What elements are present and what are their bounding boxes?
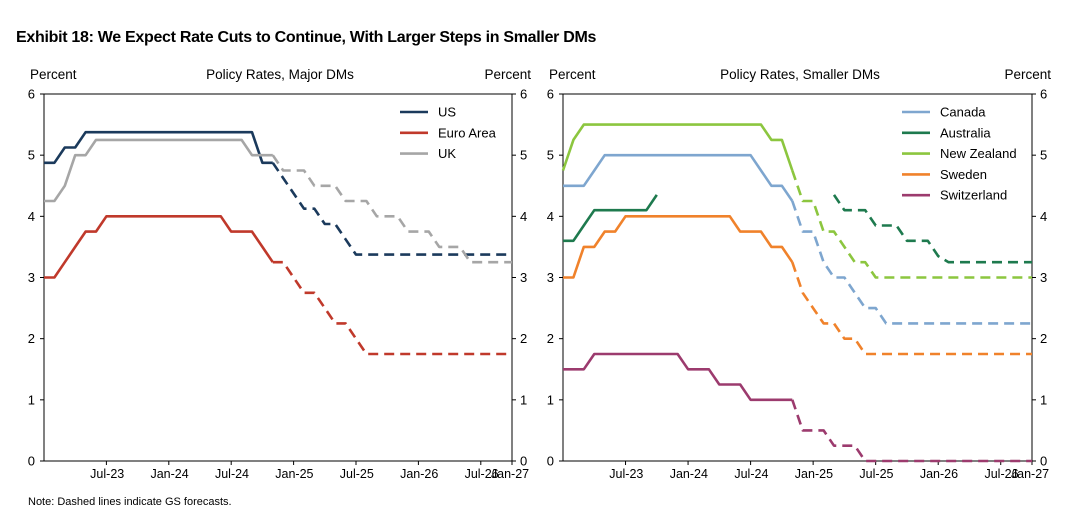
- y-tick-label-left: 1: [547, 392, 554, 407]
- y-tick-label-right: 3: [1040, 270, 1047, 285]
- x-tick-label: Jul-26: [465, 467, 499, 481]
- series-line-australia-actual: [563, 194, 658, 243]
- x-tick-label: Jan-27: [1011, 467, 1049, 481]
- series-line-euro-area-actual: [44, 215, 274, 279]
- legend-label-us: US: [438, 105, 456, 120]
- panel-title: Policy Rates, Smaller DMs: [720, 67, 880, 82]
- y-tick-label-left: 2: [547, 331, 554, 346]
- series-line-uk-actual: [44, 138, 273, 203]
- series-line-switzerland-actual: [563, 352, 793, 402]
- y-tick-label-right: 5: [1040, 148, 1047, 163]
- y-tick-label-right: 1: [1040, 392, 1047, 407]
- y-tick-label-right: 2: [520, 331, 527, 346]
- x-tick-label: Jan-25: [795, 467, 833, 481]
- legend-label-euro-area: Euro Area: [438, 125, 497, 140]
- y-tick-label-left: 6: [28, 87, 35, 102]
- panel-major-dms: 0 0 1 1 2 2 3 3 4 4 5 5 6 6 Jul-23 Jan-24 Jul-24 Jan-25 Ju…: [28, 67, 531, 481]
- y-tick-label-right: 0: [1040, 454, 1047, 469]
- y-tick-label-left: 0: [547, 454, 554, 469]
- y-tick-label-right: 4: [1040, 209, 1047, 224]
- x-tick-label: Jul-25: [340, 467, 374, 481]
- series-line-us-forecast: [271, 162, 512, 256]
- y-axis-label-right: Percent: [1004, 67, 1051, 82]
- panel-title: Policy Rates, Major DMs: [206, 67, 354, 82]
- y-tick-label-right: 4: [520, 209, 527, 224]
- y-tick-label-right: 1: [520, 392, 527, 407]
- y-axis-label-left: Percent: [30, 67, 77, 82]
- y-tick-label-right: 0: [520, 454, 527, 469]
- exhibit-title: Exhibit 18: We Expect Rate Cuts to Conti…: [16, 29, 597, 46]
- series-line-australia-forecast: [832, 194, 1032, 264]
- y-tick-label-left: 0: [28, 454, 35, 469]
- x-tick-label: Jan-27: [491, 467, 529, 481]
- y-tick-label-right: 2: [1040, 331, 1047, 346]
- y-tick-label-right: 5: [520, 148, 527, 163]
- x-tick-label: Jan-26: [920, 467, 958, 481]
- legend-label-canada: Canada: [940, 105, 986, 120]
- y-tick-label-right: 6: [1040, 87, 1047, 102]
- legend-label-switzerland: Switzerland: [940, 188, 1007, 203]
- legend-label-uk: UK: [438, 146, 456, 161]
- x-tick-label: Jan-25: [275, 467, 313, 481]
- x-tick-label: Jul-24: [734, 467, 768, 481]
- x-tick-label: Jul-25: [859, 467, 893, 481]
- legend-label-sweden: Sweden: [940, 167, 987, 182]
- legend-label-new-zealand: New Zealand: [940, 146, 1017, 161]
- series-line-sweden-actual: [563, 215, 794, 279]
- footnote: Note: Dashed lines indicate GS forecasts…: [28, 496, 232, 508]
- x-tick-label: Jan-24: [150, 467, 188, 481]
- series-line-uk-forecast: [271, 154, 512, 264]
- series-line-new-zealand-forecast: [791, 170, 1032, 279]
- y-tick-label-right: 3: [520, 270, 527, 285]
- y-tick-label-left: 4: [547, 209, 554, 224]
- y-tick-label-right: 6: [520, 87, 527, 102]
- series-line-canada-actual: [563, 153, 794, 202]
- y-tick-label-left: 5: [547, 148, 554, 163]
- y-tick-label-left: 4: [28, 209, 35, 224]
- y-axis-label-right: Percent: [484, 67, 531, 82]
- x-tick-label: Jan-26: [400, 467, 438, 481]
- panel-smaller-dms: 0 0 1 1 2 2 3 3 4 4 5 5 6 6 Jul-23 Jan-24 Jul-24 Jan-25 Ju…: [547, 67, 1051, 481]
- y-tick-label-left: 6: [547, 87, 554, 102]
- y-tick-label-left: 5: [28, 148, 35, 163]
- series-line-sweden-forecast: [791, 261, 1032, 356]
- x-tick-label: Jan-24: [670, 467, 708, 481]
- y-axis-label-left: Percent: [549, 67, 596, 82]
- y-tick-label-left: 3: [28, 270, 35, 285]
- y-tick-label-left: 2: [28, 331, 35, 346]
- x-tick-label: Jul-24: [215, 467, 249, 481]
- x-tick-label: Jul-23: [90, 467, 124, 481]
- legend-label-australia: Australia: [940, 125, 991, 140]
- series-line-switzerland-forecast: [791, 399, 1032, 463]
- y-tick-label-left: 3: [547, 270, 554, 285]
- y-tick-label-left: 1: [28, 392, 35, 407]
- x-tick-label: Jul-26: [984, 467, 1018, 481]
- series-line-us-actual: [44, 130, 273, 165]
- x-tick-label: Jul-23: [609, 467, 643, 481]
- series-line-euro-area-forecast: [272, 260, 512, 356]
- series-line-canada-forecast: [791, 200, 1032, 325]
- series-line-new-zealand-actual: [561, 123, 794, 171]
